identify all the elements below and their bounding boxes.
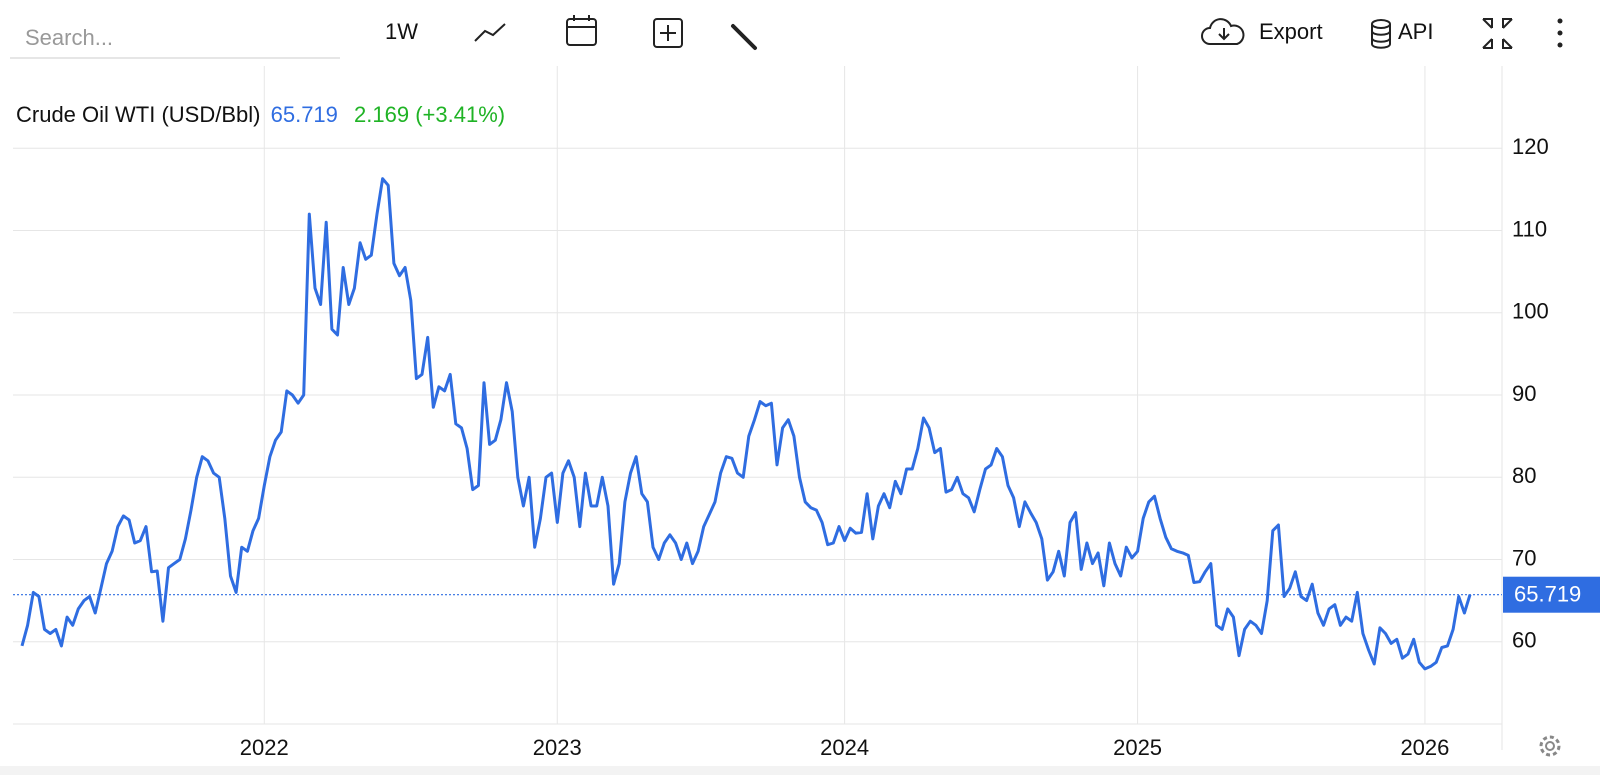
menu-dot[interactable]: [1557, 30, 1563, 36]
calendar-button[interactable]: [566, 15, 597, 46]
chart-type-button[interactable]: [474, 23, 506, 42]
legend-last: 65.719: [271, 102, 338, 127]
search-placeholder[interactable]: Search...: [25, 25, 113, 50]
x-tick-label: 2025: [1113, 735, 1162, 760]
footer-strip: [0, 766, 1600, 775]
calendar-icon[interactable]: [566, 18, 597, 46]
fullscreen-button[interactable]: [1482, 18, 1513, 49]
api-label[interactable]: API: [1398, 19, 1433, 44]
x-tick-label: 2022: [240, 735, 289, 760]
last-price-box: [1503, 576, 1600, 613]
add-icon-plus[interactable]: [660, 25, 676, 41]
export-icon[interactable]: [1201, 18, 1245, 45]
legend: Crude Oil WTI (USD/Bbl) 65.719 2.169 (+3…: [16, 102, 505, 127]
period-button[interactable]: 1W: [385, 19, 418, 44]
export-button[interactable]: Export: [1201, 18, 1323, 45]
gear-hub[interactable]: [1545, 741, 1555, 751]
y-tick-label: 100: [1512, 299, 1549, 324]
api-button[interactable]: API: [1371, 19, 1433, 49]
price-line: [20, 177, 1472, 671]
menu-button[interactable]: [1557, 18, 1563, 48]
y-tick-label: 80: [1512, 463, 1536, 488]
add-button[interactable]: [653, 18, 683, 48]
last-price-label: 65.719: [1514, 582, 1581, 607]
y-tick-label: 110: [1512, 216, 1547, 241]
add-icon[interactable]: [653, 18, 683, 48]
y-tick-label: 120: [1512, 134, 1549, 159]
export-label[interactable]: Export: [1259, 19, 1323, 44]
y-tick-label: 90: [1512, 381, 1536, 406]
gear-teeth[interactable]: [1539, 735, 1561, 757]
x-tick-label: 2023: [533, 735, 582, 760]
y-tick-label: 70: [1512, 545, 1536, 570]
export-icon-arrow[interactable]: [1218, 28, 1230, 41]
tools-button[interactable]: [731, 24, 757, 50]
menu-dot[interactable]: [1557, 18, 1563, 24]
y-tick-label: 60: [1512, 628, 1536, 653]
legend-title: Crude Oil WTI (USD/Bbl): [16, 102, 260, 127]
legend-change: 2.169 (+3.41%): [354, 102, 505, 127]
settings-button[interactable]: [1539, 735, 1561, 757]
menu-dot[interactable]: [1557, 42, 1563, 48]
search-box[interactable]: Search...: [10, 25, 340, 59]
x-tick-label: 2024: [820, 735, 869, 760]
api-icon-body[interactable]: [1371, 24, 1391, 49]
x-tick-label: 2026: [1400, 735, 1449, 760]
